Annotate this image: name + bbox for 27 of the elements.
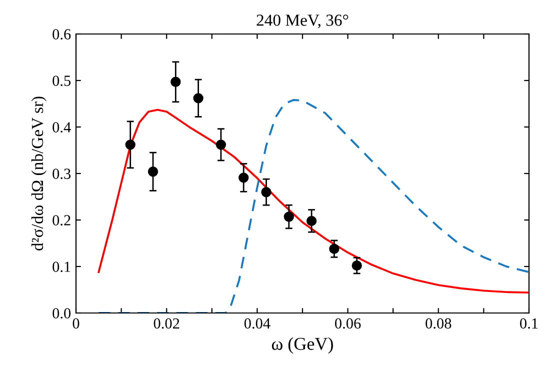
- point: [216, 140, 226, 150]
- y-tick-label: 0.2: [52, 215, 70, 226]
- point: [261, 187, 272, 198]
- point: [284, 212, 294, 222]
- y-tick-label: 0.0: [52, 308, 71, 319]
- x-tick-label: 0.1: [520, 318, 538, 329]
- x-tick-label: 0.08: [426, 318, 452, 329]
- point: [306, 216, 317, 226]
- chart-title: 240 MeV, 36°: [256, 14, 348, 28]
- x-tick-label: 0.02: [154, 318, 180, 329]
- x-tick-label: 0.06: [335, 318, 361, 329]
- point: [352, 260, 362, 271]
- y-axis-title: d²σ/dω dΩ (nb/GeV sr): [31, 96, 46, 250]
- point: [125, 140, 136, 150]
- x-axis-title: ω (GeV): [272, 337, 333, 354]
- y-tick-label: 0.5: [52, 76, 71, 86]
- y-tick-label: 0.3: [52, 168, 71, 180]
- point: [170, 76, 181, 87]
- x-tick-label: 0.04: [244, 318, 270, 329]
- y-tick-label: 0.6: [52, 29, 71, 40]
- point: [193, 93, 204, 104]
- point: [238, 172, 249, 183]
- point: [329, 244, 340, 254]
- y-tick-label: 0.1: [52, 262, 70, 272]
- x-tick-label: 0: [72, 318, 80, 329]
- y-tick-label: 0.4: [52, 122, 71, 133]
- point: [148, 166, 158, 177]
